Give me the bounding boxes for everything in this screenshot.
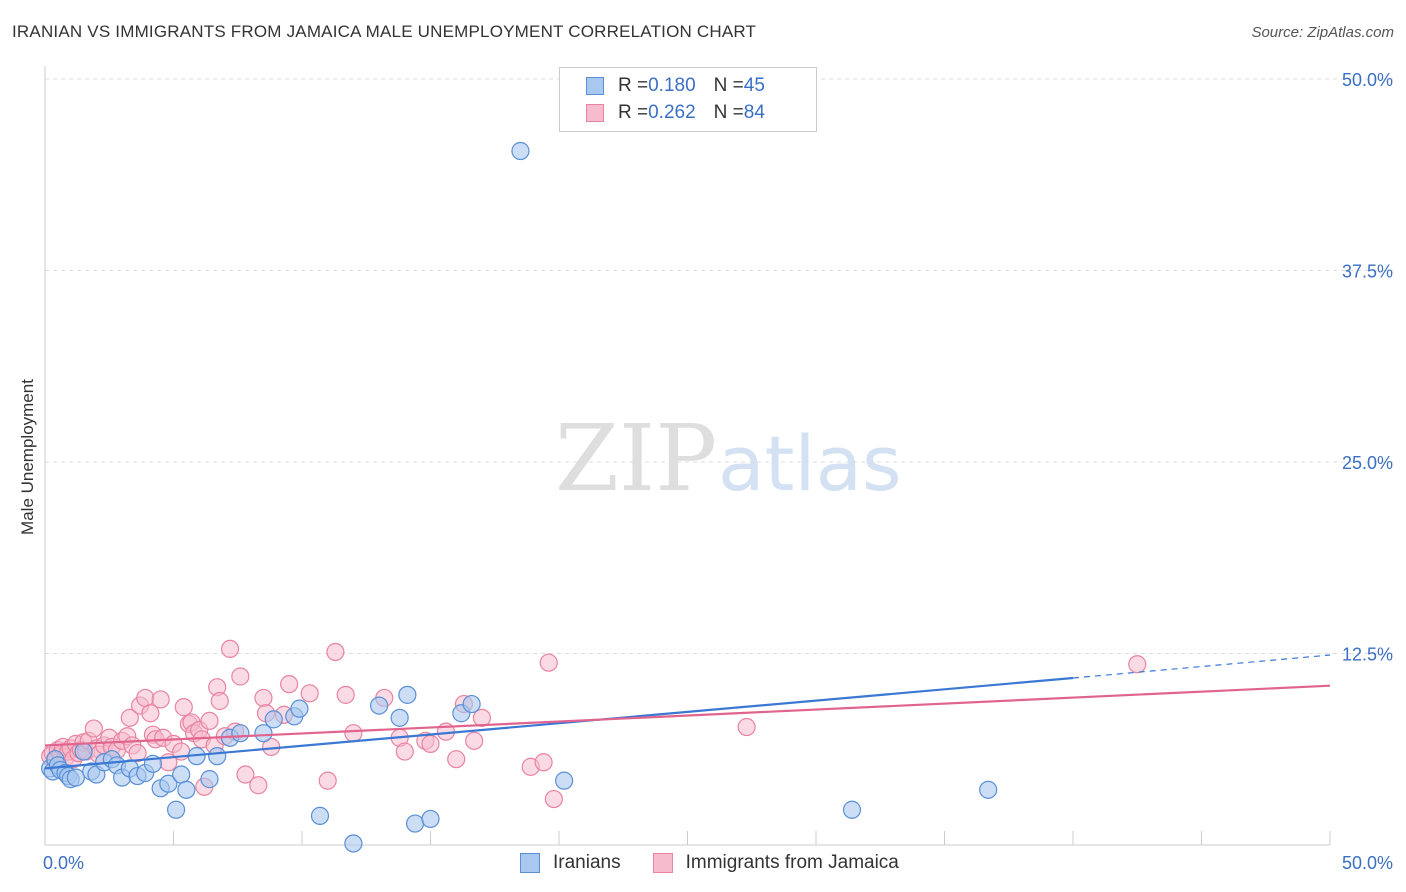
- iranians-point: [254, 724, 273, 743]
- iranians-point: [511, 141, 530, 161]
- legend-r-value: 0.262: [648, 102, 696, 123]
- iranians-point: [555, 771, 574, 790]
- jamaica-point: [136, 688, 155, 708]
- trend-lines: [44, 654, 1331, 770]
- iranians-point: [74, 742, 93, 761]
- jamaica-trend-line: [44, 684, 1331, 747]
- jamaica-point: [318, 771, 337, 790]
- iranians-points: [41, 141, 998, 853]
- jamaica-point: [1128, 655, 1147, 674]
- series-legend: Iranians Immigrants from Jamaica: [520, 852, 931, 874]
- jamaica-point: [249, 776, 268, 795]
- x-tick-label: 50.0%: [1342, 853, 1393, 873]
- legend-swatch-iranians: [586, 77, 604, 95]
- axes: [44, 66, 1331, 846]
- iranians-point: [159, 774, 178, 793]
- jamaica-point: [326, 642, 345, 662]
- series-name-iranians: Iranians: [553, 852, 621, 873]
- iranians-point: [290, 699, 309, 718]
- legend-r-label: R =: [618, 75, 649, 96]
- iranians-point: [208, 747, 227, 766]
- y-tick-label: 50.0%: [1342, 70, 1393, 90]
- legend: R = 0.180 N = 45 R = 0.262 N = 84: [559, 67, 817, 132]
- iranians-point: [166, 800, 186, 819]
- iranians-point: [390, 708, 409, 727]
- series-swatch-jamaica: [652, 853, 673, 873]
- grid-lines: [45, 78, 1393, 654]
- jamaica-point: [344, 724, 363, 743]
- iranians-point: [310, 806, 330, 825]
- jamaica-point: [141, 704, 160, 723]
- jamaica-point: [465, 731, 484, 750]
- y-tick-label: 37.5%: [1342, 262, 1393, 282]
- iranians-point: [177, 780, 196, 799]
- chart-title: IRANIAN VS IMMIGRANTS FROM JAMAICA MALE …: [12, 22, 757, 41]
- x-tick-label: 0.0%: [43, 853, 84, 873]
- jamaica-point: [84, 719, 103, 738]
- watermark-atlas: atlas: [718, 419, 902, 508]
- legend-n-value: 45: [743, 75, 765, 96]
- jamaica-point: [210, 691, 229, 711]
- iranians-point: [231, 724, 250, 743]
- series-legend-iranians: Iranians: [520, 852, 621, 874]
- jamaica-point: [534, 753, 553, 772]
- series-legend-jamaica: Immigrants from Jamaica: [652, 852, 899, 874]
- legend-n-value: 84: [743, 102, 765, 123]
- iranians-point: [200, 770, 219, 789]
- legend-swatch-jamaica: [586, 104, 604, 122]
- jamaica-point: [336, 685, 355, 704]
- jamaica-point: [280, 675, 299, 694]
- watermark-zip: ZIP: [555, 405, 717, 512]
- iranians-point: [264, 710, 283, 729]
- iranians-point: [398, 685, 417, 704]
- legend-row-iranians: R = 0.180 N = 45: [586, 74, 765, 98]
- jamaica-point: [300, 684, 319, 703]
- jamaica-point: [220, 639, 240, 659]
- tick-labels: 12.5% 25.0% 37.5% 50.0% 0.0% 50.0%: [43, 70, 1393, 873]
- iranians-point: [421, 809, 440, 829]
- legend-n-label: N =: [713, 102, 744, 123]
- jamaica-point: [544, 789, 563, 809]
- legend-n-label: N =: [713, 75, 744, 96]
- iranians-point: [172, 765, 191, 784]
- jamaica-point: [236, 765, 255, 784]
- series-swatch-iranians: [520, 853, 540, 873]
- jamaica-point: [128, 743, 147, 763]
- series-name-jamaica: Immigrants from Jamaica: [685, 852, 899, 873]
- jamaica-point: [395, 742, 414, 761]
- jamaica-point: [151, 690, 170, 709]
- iranians-point: [66, 768, 85, 787]
- y-tick-label: 12.5%: [1342, 645, 1393, 665]
- y-tick-label: 25.0%: [1342, 453, 1393, 473]
- jamaica-point: [200, 711, 219, 731]
- iranians-point: [405, 814, 425, 833]
- jamaica-point: [174, 698, 193, 717]
- jamaica-point: [120, 708, 139, 727]
- source-label: Source: ZipAtlas.com: [1251, 24, 1394, 41]
- watermark: ZIP atlas: [555, 405, 902, 512]
- jamaica-point: [737, 717, 756, 737]
- iranians-point: [344, 834, 363, 853]
- jamaica-point: [539, 653, 558, 672]
- jamaica-point: [254, 688, 273, 708]
- iranians-point: [842, 800, 862, 819]
- jamaica-point: [231, 667, 250, 686]
- legend-r-label: R =: [618, 102, 649, 123]
- legend-r-value: 0.180: [648, 75, 696, 96]
- iranians-trend-line: [44, 676, 1074, 770]
- iranians-point: [370, 696, 389, 715]
- jamaica-point: [447, 750, 466, 769]
- jamaica-point: [472, 708, 491, 727]
- iranians-trend-extension: [1072, 654, 1331, 679]
- jamaica-point: [421, 734, 440, 753]
- legend-row-jamaica: R = 0.262 N = 84: [586, 101, 765, 125]
- iranians-point: [462, 694, 481, 714]
- iranians-point: [979, 780, 998, 799]
